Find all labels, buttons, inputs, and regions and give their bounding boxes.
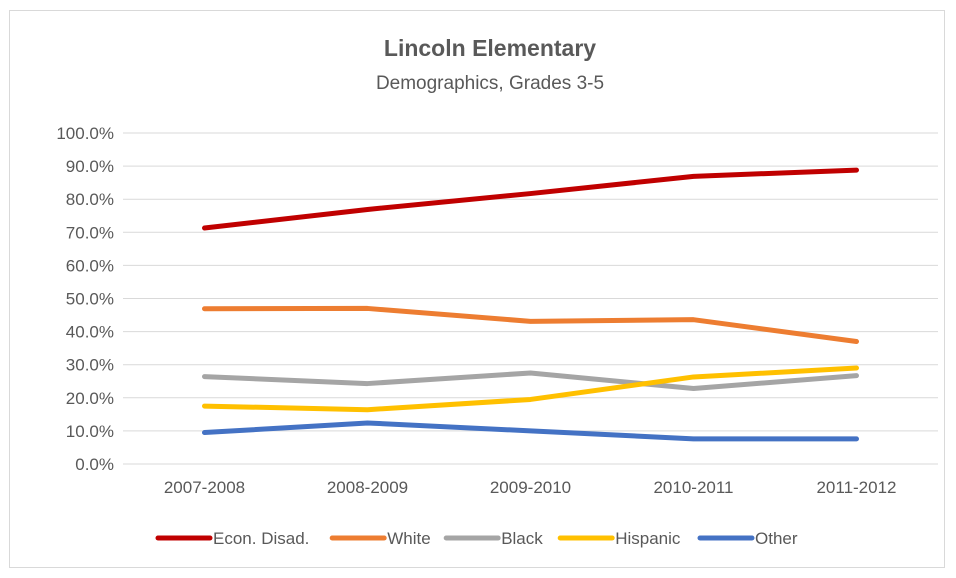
y-tick-label: 70.0%: [66, 223, 114, 242]
y-tick-label: 30.0%: [66, 356, 114, 375]
series-line-white: [202, 305, 859, 345]
chart-frame: Lincoln Elementary Demographics, Grades …: [9, 10, 945, 568]
gridlines: [123, 132, 938, 465]
legend-label: Hispanic: [615, 529, 681, 548]
y-tick-label: 50.0%: [66, 290, 114, 309]
y-tick-label: 60.0%: [66, 256, 114, 275]
chart-title: Lincoln Elementary: [384, 35, 596, 61]
x-axis-ticks: 2007-2008 2008-2009 2009-2010 2010-2011 2011…: [164, 478, 897, 497]
x-tick-label: 2009-2010: [490, 478, 571, 497]
x-tick-label: 2007-2008: [164, 478, 245, 497]
line-chart: Lincoln Elementary Demographics, Grades …: [56, 35, 938, 548]
series-line-black: [202, 370, 859, 392]
legend-label: Other: [755, 529, 798, 548]
x-tick-label: 2008-2009: [327, 478, 408, 497]
series-line-other: [202, 420, 859, 442]
chart-subtitle: Demographics, Grades 3-5: [376, 73, 604, 94]
y-tick-label: 0.0%: [75, 455, 114, 474]
series-lines: [202, 167, 859, 442]
y-tick-label: 90.0%: [66, 157, 114, 176]
x-tick-label: 2011-2012: [816, 478, 896, 497]
legend-label: Econ. Disad.: [213, 529, 309, 548]
y-tick-label: 10.0%: [66, 422, 114, 441]
y-tick-label: 80.0%: [66, 190, 114, 209]
y-tick-label: 40.0%: [66, 323, 114, 342]
series-line-econ-disad: [202, 167, 859, 231]
legend-label: Black: [501, 529, 543, 548]
legend-label: White: [387, 529, 430, 548]
series-line-hispanic: [202, 365, 859, 413]
y-axis-ticks: 0.0% 10.0% 20.0% 30.0% 40.0% 50.0% 60.0% 70.0% 8…: [56, 124, 114, 474]
y-tick-label: 100.0%: [56, 124, 114, 143]
legend: Econ. Disad. White Black Hispanic Other: [155, 529, 798, 548]
y-tick-label: 20.0%: [66, 389, 114, 408]
x-tick-label: 2010-2011: [653, 478, 733, 497]
